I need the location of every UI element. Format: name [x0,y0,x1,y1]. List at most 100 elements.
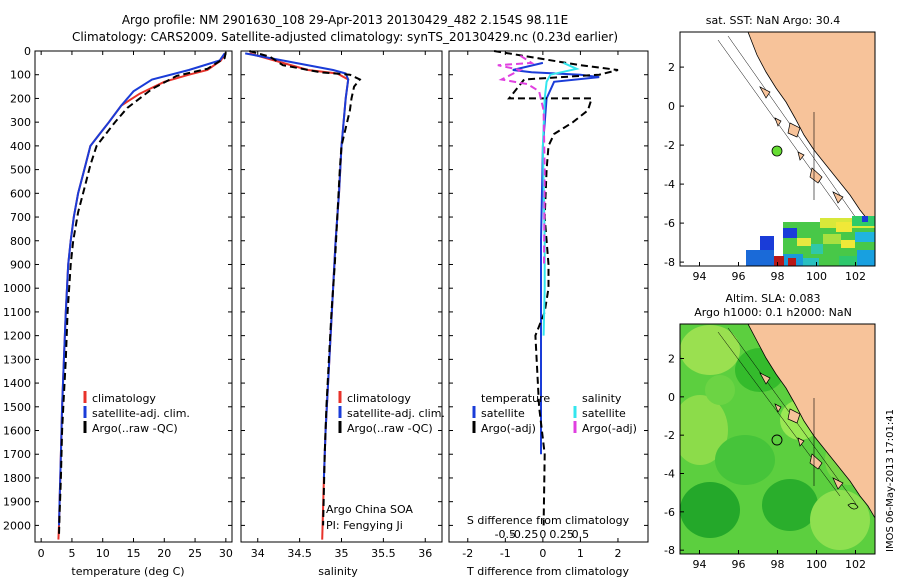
legend-climatology: climatology [92,392,156,405]
y-tick-label: 700 [10,211,31,224]
legend-satellite-adj: satellite-adj. clim. [92,407,190,420]
legend-s-satellite: satellite [582,407,626,420]
series-line-salinity-satellite [541,61,580,336]
legend-salinity-title: salinity [582,392,622,405]
x-tick-label-salinity: 0 [539,528,546,541]
argo-position-marker [771,145,783,157]
y-tick-label: 1500 [3,401,31,414]
y-tick-label: 300 [10,116,31,129]
legend-t-satellite: satellite [481,407,525,420]
salinity-legend: climatology satellite-adj. clim. Argo(..… [338,391,445,435]
series-line-argo-raw-qc- [249,50,362,526]
map-y-tick-label: 2 [668,353,675,366]
y-tick-label: 1400 [3,377,31,390]
series-line-temperature-satellite [512,61,600,455]
map-y-tick-label: 0 [668,391,675,404]
series-line-argo-raw-qc- [58,52,227,535]
sla-map [679,323,876,555]
map-y-tick-label: -2 [664,139,675,152]
y-tick-label: 1100 [3,306,31,319]
legend-climatology: climatology [347,392,411,405]
x-tick-label: 35.5 [371,547,396,560]
x-tick-label: 25 [188,547,202,560]
y-tick-label: 0 [24,45,31,58]
map-x-tick-label: 96 [732,270,746,283]
x-tick-label-salinity: -0.25 [510,528,538,541]
x-tick-label: 20 [157,547,171,560]
series-line-satellite-adj-clim- [58,52,226,526]
title-line-2: Climatology: CARS2009. Satellite-adjuste… [72,30,618,44]
map-x-tick-label: 94 [693,558,707,571]
y-tick-label: 2000 [3,519,31,532]
y-tick-label: 200 [10,92,31,105]
y-tick-label: 1900 [3,496,31,509]
plot-frame [448,50,649,543]
y-tick-label: 900 [10,258,31,271]
x-tick-label: 36 [418,547,432,560]
map-x-tick-label: 102 [845,558,866,571]
legend-satellite-adj: satellite-adj. clim. [347,407,445,420]
x-tick-label: 5 [68,547,75,560]
salinity-panel: 34 34.5 35 35.5 36 [240,50,443,560]
difference-panel: -2 -1 0 1 2 -0.5-0.25 0 0.250.5 [448,50,649,560]
sumatra-land [747,324,875,519]
y-tick-label: 500 [10,164,31,177]
map-y-tick-label: -2 [664,429,675,442]
map-x-tick-label: 100 [806,558,827,571]
x-tick-label: 10 [96,547,110,560]
map-y-tick-label: -4 [664,178,675,191]
y-tick-label: 600 [10,187,31,200]
x-tick-label: 34 [251,547,265,560]
map-y-tick-label: 2 [668,61,675,74]
map-x-tick-label: 94 [693,270,707,283]
difference-legend: temperature satellite Argo(-adj) salinit… [472,392,637,435]
x-tick-label: 0 [38,547,45,560]
x-tick-label: 0 [539,547,546,560]
sst-map-title: sat. SST: NaN Argo: 30.4 [706,14,840,27]
temperature-panel: 0100200300400500600700800900100011001200… [3,45,233,560]
series-line-temperature-argo-adj- [493,50,619,526]
salinity-xlabel: salinity [318,565,358,578]
sst-map [679,31,876,267]
legend-argo: Argo(..raw -QC) [92,422,178,435]
legend-t-argo: Argo(-adj) [481,422,536,435]
y-tick-label: 1000 [3,282,31,295]
temperature-xlabel: temperature (deg C) [71,565,184,578]
difference-xlabel-2: S difference from climatology [467,514,630,527]
y-tick-label: 1200 [3,330,31,343]
y-tick-label: 1800 [3,472,31,485]
legend-temperature-title: temperature [481,392,550,405]
x-tick-label: 34.5 [287,547,312,560]
imos-timestamp: IMOS 06-May-2013 17:01:41 [885,409,896,552]
y-tick-label: 800 [10,235,31,248]
y-tick-label: 1700 [3,448,31,461]
map-x-tick-label: 98 [771,270,785,283]
map-y-tick-label: -6 [664,217,675,230]
legend-argo: Argo(..raw -QC) [347,422,433,435]
map-y-tick-label: -4 [664,468,675,481]
series-line-salinity-argo-adj- [497,54,546,265]
sla-map-title-1: Altim. SLA: 0.083 [725,292,820,305]
map-y-tick-label: 0 [668,100,675,113]
x-tick-label: 30 [219,547,233,560]
map-y-tick-label: -8 [664,256,675,269]
salinity-annotation-2: PI: Fengying Ji [326,519,403,532]
temperature-legend: climatology satellite-adj. clim. Argo(..… [83,391,190,435]
y-tick-label: 1300 [3,353,31,366]
map-x-tick-label: 100 [806,270,827,283]
map-x-tick-label: 102 [845,270,866,283]
x-tick-label: 15 [127,547,141,560]
sst-map-axes: 94 96 98 100 102 2 0 -2 -4 -6 -8 [664,61,866,283]
legend-s-argo: Argo(-adj) [582,422,637,435]
sla-map-axes: 94 96 98 100 102 2 0 -2 -4 -6 -8 [664,353,866,572]
x-tick-label-salinity: 0.25 [549,528,574,541]
plot-frame [34,50,233,543]
argo-position-marker [771,434,783,446]
sla-map-title-2: Argo h1000: 0.1 h2000: NaN [694,306,852,319]
x-tick-label-salinity: 0.5 [572,528,590,541]
map-x-tick-label: 96 [732,558,746,571]
difference-xlabel: T difference from climatology [466,565,629,578]
x-tick-label: 2 [614,547,621,560]
y-tick-label: 1600 [3,425,31,438]
